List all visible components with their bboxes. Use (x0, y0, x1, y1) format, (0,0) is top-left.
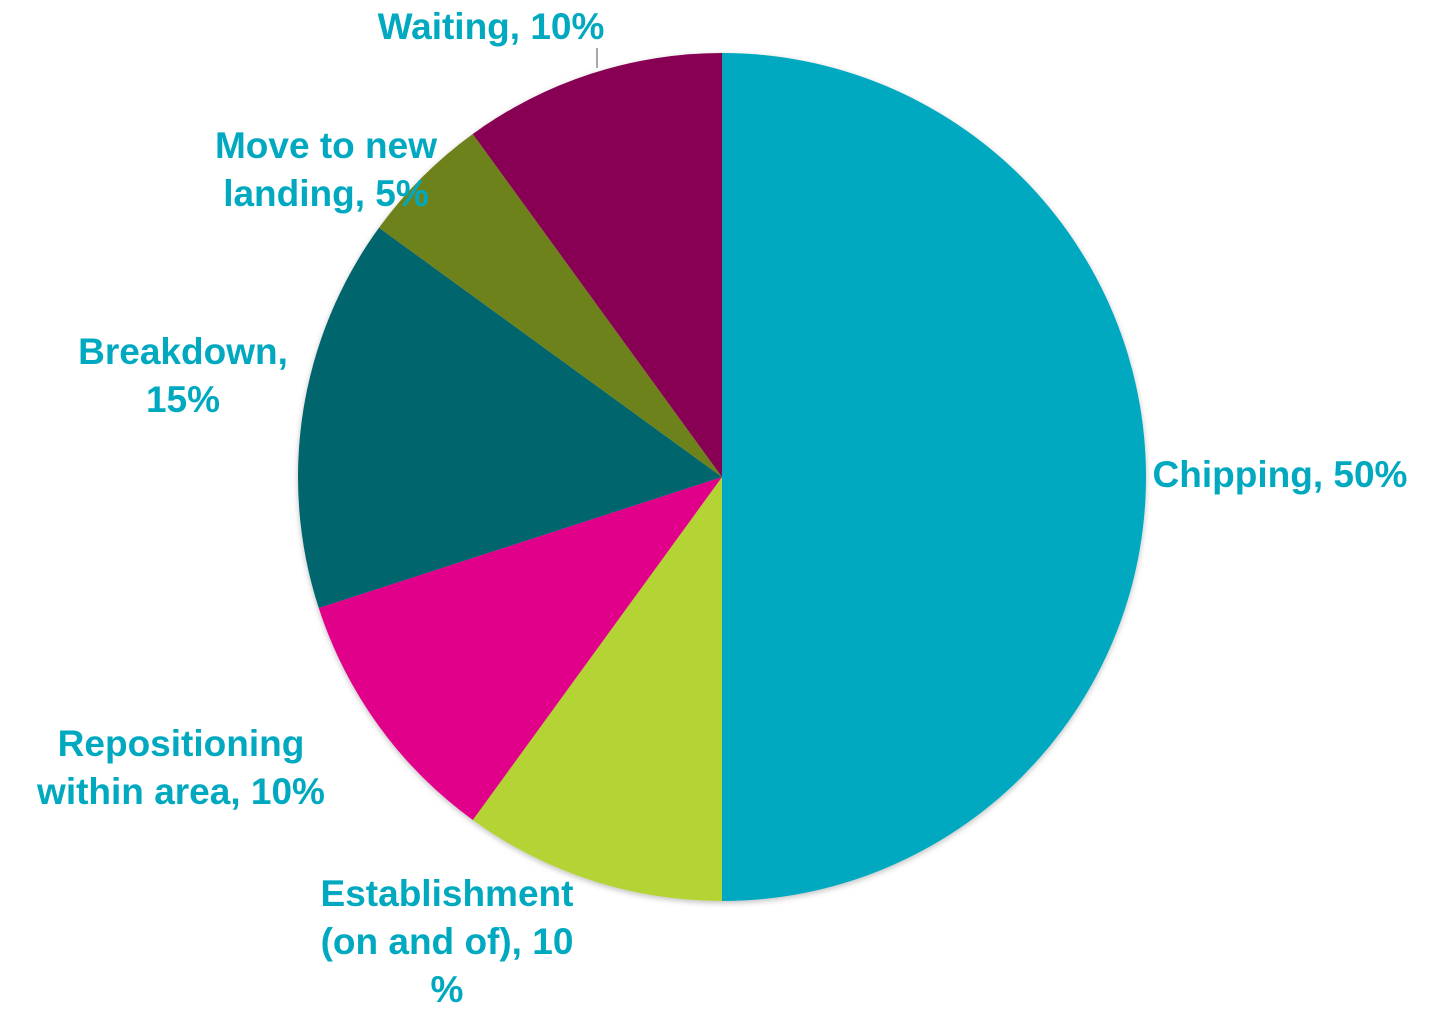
slice-label-establishment-on-and-of: Establishment (on and of), 10% (321, 873, 574, 1010)
slice-labels: Chipping, 50% Establishment (on and of), 1… (36, 6, 1407, 1010)
slice-label-line: Chipping, 50% (1153, 454, 1408, 495)
slice-label-line: landing, 5% (223, 173, 429, 214)
slice-label-line: within area, 10% (36, 771, 325, 812)
pie-slices (298, 53, 1146, 901)
slice-label-line: % (431, 969, 464, 1010)
pie-slice-chipping (722, 53, 1146, 901)
pie-slice-breakdown (298, 227, 722, 609)
slice-label-breakdown: Breakdown, 15% (78, 331, 288, 420)
pie-slice-establishment-on-and-of (472, 477, 722, 901)
slice-label-line: (on and of), 10 (321, 921, 574, 962)
slice-label-line: Move to new (215, 125, 437, 166)
pie-slice-move-to-new-landing (378, 133, 722, 478)
slice-label-line: 15% (146, 379, 220, 420)
slice-label-repositioning-within-area: Repositioning within area, 10% (36, 723, 325, 812)
pie-slice-waiting (472, 53, 722, 477)
slice-label-line: Breakdown, (78, 331, 288, 372)
pie-slice-repositioning-within-area (318, 477, 722, 821)
slice-label-chipping: Chipping, 50% (1153, 454, 1408, 495)
slice-label-move-to-new-landing: Move to new landing, 5% (215, 125, 437, 214)
slice-label-line: Establishment (321, 873, 574, 914)
slice-label-waiting: Waiting, 10% (378, 6, 605, 47)
slice-label-line: Repositioning (58, 723, 305, 764)
slice-label-line: Waiting, 10% (378, 6, 605, 47)
